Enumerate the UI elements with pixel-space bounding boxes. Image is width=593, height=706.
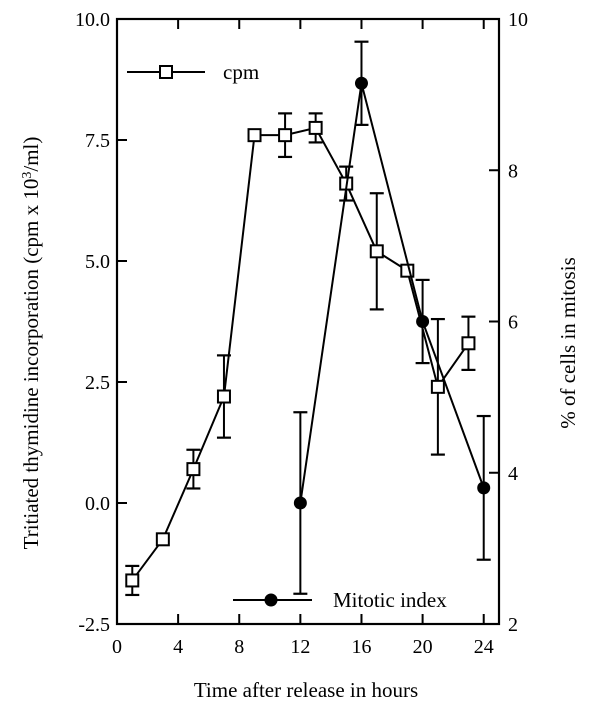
cpm-point bbox=[278, 128, 293, 143]
mitotic-index-line bbox=[299, 83, 485, 504]
cpm-point bbox=[216, 389, 231, 404]
y-axis-right-label: % of cells in mitosis bbox=[556, 257, 580, 429]
cpm-point bbox=[155, 532, 170, 547]
left-axis-ticks: -2.5 0.0 2.5 5.0 7.5 10.0 bbox=[75, 9, 127, 636]
plot-frame bbox=[115, 17, 501, 626]
y-left-tick-label: -2.5 bbox=[78, 614, 110, 636]
y-left-tick-label: 7.5 bbox=[85, 130, 110, 152]
x-tick-label: 20 bbox=[413, 636, 433, 658]
y-left-tick-label: 10.0 bbox=[75, 9, 110, 31]
y-right-tick-label: 2 bbox=[508, 614, 518, 636]
mitotic-index-point bbox=[293, 496, 307, 510]
x-axis-label: Time after release in hours bbox=[194, 678, 418, 702]
x-tick-label: 12 bbox=[290, 636, 310, 658]
mitotic-index-point bbox=[416, 315, 430, 328]
y-left-tick-label: 0.0 bbox=[85, 493, 110, 515]
right-axis-ticks: 2 4 6 8 10 bbox=[489, 9, 528, 636]
legend-cpm-marker bbox=[159, 65, 173, 79]
mitotic-index-point bbox=[477, 481, 491, 495]
cpm-point bbox=[247, 128, 262, 143]
x-tick-label: 8 bbox=[234, 636, 244, 658]
y-right-tick-label: 6 bbox=[508, 312, 518, 334]
x-tick-label: 16 bbox=[351, 636, 371, 658]
cpm-point bbox=[369, 244, 384, 259]
y-right-tick-label: 10 bbox=[508, 9, 528, 31]
x-tick-label: 4 bbox=[173, 636, 183, 658]
mitotic-index-point bbox=[354, 76, 368, 90]
cpm-point bbox=[430, 379, 445, 394]
legend-mitotic-index-label: Mitotic index bbox=[333, 588, 447, 612]
cpm-point bbox=[125, 573, 140, 588]
y-right-tick-label: 8 bbox=[508, 160, 518, 182]
y-right-tick-label: 4 bbox=[508, 463, 518, 485]
legend-cpm-label: cpm bbox=[223, 60, 259, 84]
cpm-point bbox=[308, 120, 323, 135]
cpm-point bbox=[186, 462, 201, 477]
legend-mitotic-index-marker bbox=[264, 593, 278, 607]
axes-group bbox=[115, 17, 501, 626]
legend: cpm Mitotic index bbox=[127, 60, 447, 612]
y-left-tick-label: 5.0 bbox=[85, 251, 110, 273]
y-axis-left-label: Tritiated thymidine incorporation (cpm x… bbox=[19, 137, 43, 550]
cpm-line bbox=[131, 126, 470, 582]
x-tick-label: 24 bbox=[474, 636, 494, 658]
y-left-tick-label: 2.5 bbox=[85, 372, 110, 394]
x-axis-ticks: 0 4 8 12 16 20 24 bbox=[112, 19, 494, 658]
series-layer bbox=[125, 40, 491, 597]
cpm-point bbox=[461, 336, 476, 351]
x-tick-label: 0 bbox=[112, 636, 122, 658]
